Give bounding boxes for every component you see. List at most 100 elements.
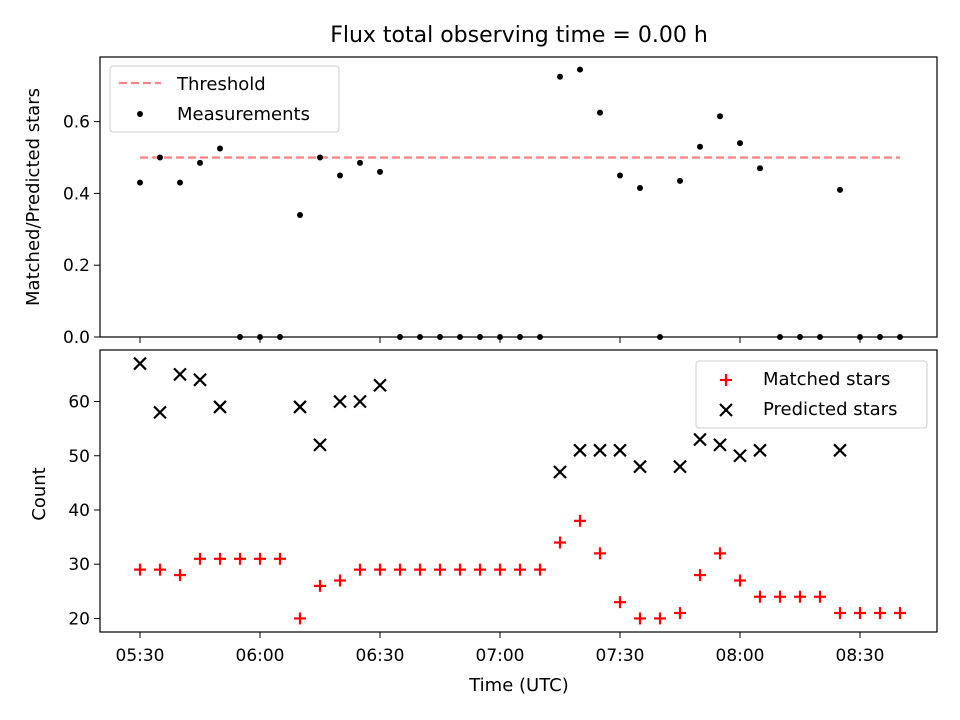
predicted-star-point: [693, 432, 707, 447]
matched-star-point: [854, 607, 866, 620]
matched-star-point: [154, 563, 166, 576]
matched-star-point: [694, 569, 706, 582]
measurement-point: [457, 334, 463, 340]
bottom-y-tick-label: 20: [68, 609, 90, 629]
measurement-point: [577, 66, 583, 73]
measurement-point: [777, 334, 783, 340]
measurements-legend-marker: [137, 111, 143, 117]
predicted-star-point: [193, 373, 207, 387]
predicted-star-point: [733, 448, 747, 463]
measurement-point: [897, 334, 903, 340]
matched-star-point: [234, 552, 246, 565]
top-y-tick-label: 0.6: [63, 113, 90, 133]
matched-star-point: [794, 590, 806, 603]
measurement-point: [557, 73, 563, 80]
matched-star-point: [874, 607, 886, 620]
measurement-point: [717, 113, 723, 120]
measurement-point: [397, 334, 403, 340]
measurement-point: [317, 154, 323, 161]
measurement-point: [637, 185, 643, 192]
bottom-y-tick-label: 60: [68, 393, 90, 413]
predicted-star-point: [373, 378, 387, 393]
measurement-point: [837, 186, 843, 193]
matched-star-point: [894, 607, 906, 620]
measurement-point: [817, 334, 823, 340]
matched-star-point: [314, 579, 326, 592]
predicted-star-point: [333, 394, 347, 409]
matched-star-point: [434, 563, 446, 576]
matched-star-point: [174, 569, 186, 582]
matched-star-point: [674, 607, 686, 620]
x-tick-label: 06:00: [236, 646, 285, 666]
measurement-point: [617, 172, 623, 179]
measurement-point: [697, 143, 703, 150]
x-tick-label: 08:30: [836, 646, 885, 666]
measurement-point: [877, 334, 883, 340]
measurement-point: [277, 334, 283, 340]
bottom-legend: Matched stars Predicted stars: [695, 360, 928, 429]
matched-star-point: [454, 563, 466, 576]
predicted-star-point: [593, 443, 607, 458]
matched-star-point: [734, 574, 746, 587]
measurement-point: [757, 165, 763, 172]
measurement-point: [437, 334, 443, 340]
chart-title: Flux total observing time = 0.00 h: [330, 23, 708, 48]
matched-star-point: [374, 563, 386, 576]
matched-star-point: [514, 563, 526, 576]
bottom-y-axis-label: Count: [29, 467, 50, 520]
predicted-star-point: [613, 443, 627, 458]
x-tick-label: 07:30: [596, 646, 645, 666]
predicted-star-point: [633, 459, 647, 474]
measurement-point: [477, 334, 483, 340]
predicted-star-point: [673, 459, 687, 474]
x-tick-label: 07:00: [476, 646, 525, 666]
bottom-x-axis: 05:30 06:00 06:30 07:00 07:30 08:00 08:30: [116, 632, 885, 666]
measurement-point: [157, 154, 163, 161]
measurement-point: [377, 168, 383, 175]
measurement-point: [137, 179, 143, 186]
matched-star-point: [534, 563, 546, 576]
measurement-point: [417, 334, 423, 340]
matched-star-point: [354, 563, 366, 576]
top-x-ticks: [139, 337, 861, 343]
top-panel: 0.0 0.2 0.4 0.6 Matched/Predicted stars Thr…: [23, 56, 938, 348]
predicted-star-point: [213, 400, 227, 414]
matched-star-point: [294, 612, 306, 625]
measurement-point: [517, 334, 523, 340]
matched-star-point: [554, 536, 566, 549]
matched-star-point: [194, 552, 206, 565]
matched-star-point: [814, 590, 826, 603]
matched-star-point: [334, 574, 346, 587]
measurement-point: [737, 140, 743, 147]
threshold-legend-label: Threshold: [176, 74, 266, 95]
predicted-star-point: [353, 394, 367, 409]
measurement-point: [177, 179, 183, 186]
measurement-point: [337, 172, 343, 179]
matched-star-point: [594, 547, 606, 560]
matched-star-point: [414, 563, 426, 576]
matched-star-point: [274, 552, 286, 565]
top-y-axis-label: Matched/Predicted stars: [23, 88, 44, 306]
measurement-point: [537, 334, 543, 340]
measurement-point: [297, 211, 303, 218]
matched-star-point: [474, 563, 486, 576]
predicted-star-point: [753, 443, 767, 458]
measurement-point: [677, 177, 683, 184]
predicted-star-point: [573, 443, 587, 458]
top-legend-box: [109, 65, 340, 133]
top-y-tick-label: 0.4: [63, 184, 90, 204]
matched-stars-legend-label: Matched stars: [763, 369, 890, 390]
top-y-axis: 0.0 0.2 0.4 0.6: [63, 113, 100, 348]
measurement-point: [197, 159, 203, 166]
matched-star-point: [634, 612, 646, 625]
measurement-point: [597, 109, 603, 116]
bottom-y-tick-label: 40: [68, 501, 90, 521]
predicted-star-point: [133, 356, 147, 371]
matched-star-point: [774, 590, 786, 603]
x-tick-label: 08:00: [716, 646, 765, 666]
measurement-point: [657, 334, 663, 340]
measurement-point: [797, 334, 803, 340]
measurements-legend-label: Measurements: [177, 104, 310, 125]
matched-star-point: [754, 590, 766, 603]
